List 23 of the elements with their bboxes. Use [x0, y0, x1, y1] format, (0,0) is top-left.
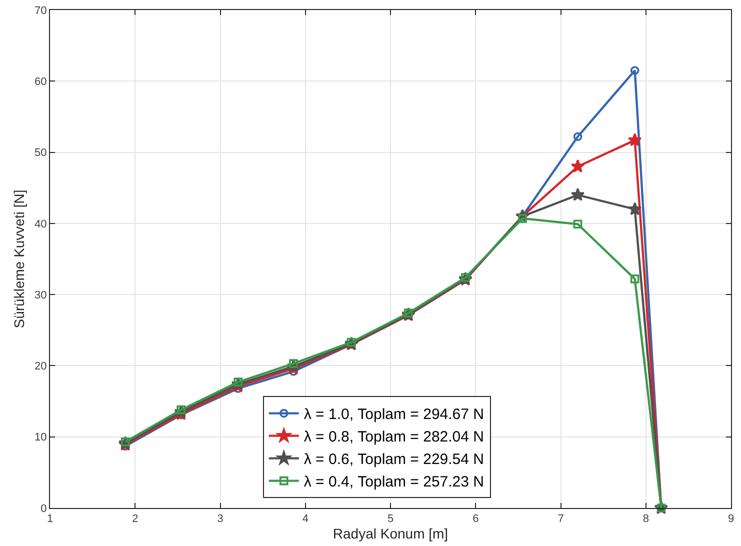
y-tick-label: 70 [34, 4, 47, 17]
y-tick-label: 40 [34, 218, 47, 230]
x-tick-label: 3 [217, 513, 224, 526]
x-tick-label: 4 [302, 513, 308, 526]
legend-label: λ = 0.8, Toplam = 282.04 N [304, 428, 484, 446]
x-tick-label: 7 [558, 513, 564, 526]
y-tick-label: 50 [34, 147, 47, 160]
x-tick-label: 1 [46, 513, 54, 526]
y-tick-label: 20 [34, 360, 47, 373]
y-tick-label: 60 [34, 76, 47, 88]
x-tick-label: 5 [387, 513, 394, 526]
y-tick-label: 0 [40, 502, 47, 515]
y-tick-label: 10 [34, 432, 47, 444]
x-tick-label: 8 [642, 513, 649, 526]
x-tick-label: 9 [728, 513, 734, 526]
legend-label: λ = 0.6, Toplam = 229.54 N [304, 451, 484, 468]
y-axis-title: Sürükleme Kuvveti [N] [11, 190, 28, 328]
x-tick-label: 2 [132, 513, 138, 526]
legend-label: λ = 1.0, Toplam = 294.67 N [304, 406, 484, 424]
legend-label: λ = 0.4, Toplam = 257.23 N [304, 474, 484, 491]
x-axis-title: Radyal Konum [m] [332, 526, 448, 542]
y-tick-label: 30 [34, 289, 47, 302]
x-tick-label: 6 [472, 513, 479, 526]
